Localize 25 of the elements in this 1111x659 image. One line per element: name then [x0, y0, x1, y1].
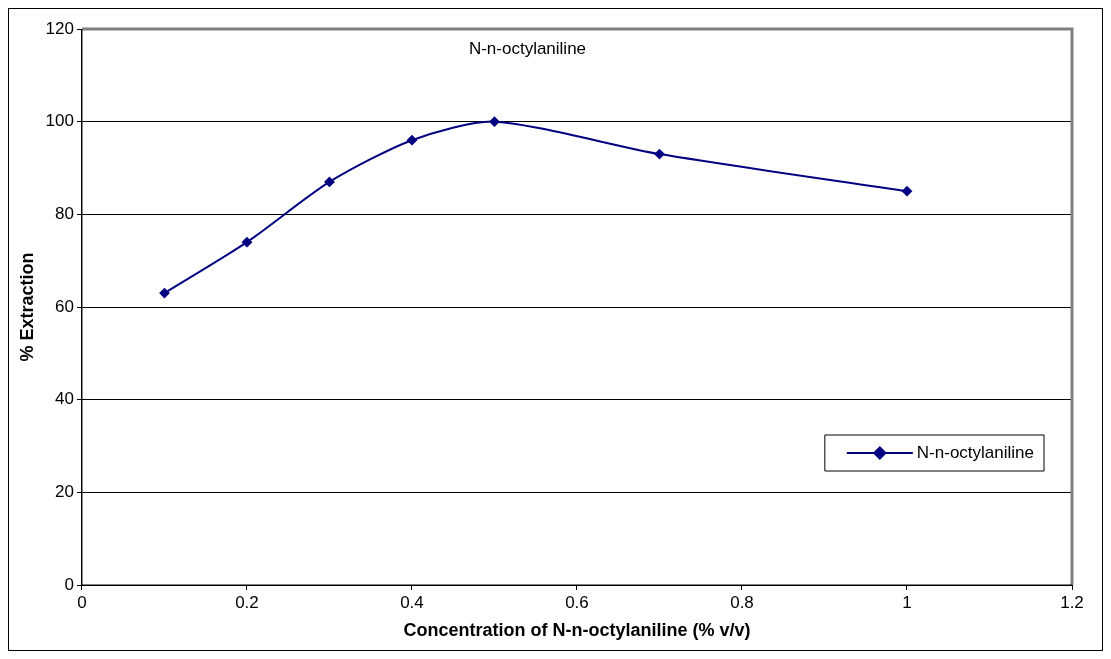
y-tick-label: 0 [64, 574, 74, 594]
x-tick-label: 0.4 [400, 592, 424, 612]
x-tick-label: 0 [77, 592, 87, 612]
y-axis-title: % Extraction [16, 252, 37, 362]
x-tick-label: 1.2 [1060, 592, 1084, 612]
y-tick-label: 120 [45, 18, 74, 38]
y-tick-label: 60 [55, 296, 74, 316]
point [241, 237, 252, 248]
x-tick-label: 1 [902, 592, 912, 612]
point [159, 288, 170, 299]
point [406, 135, 417, 146]
text: N-n-octylaniline [468, 38, 587, 58]
y-tick-label: 80 [55, 204, 74, 224]
x-axis-title: Concentration of N-n-octylaniline (% v/v) [403, 620, 751, 641]
y-tick-label: 20 [55, 482, 74, 502]
point [654, 149, 665, 160]
y-tick-label: 100 [45, 111, 74, 131]
point [489, 116, 500, 127]
y-tick-label: 40 [55, 389, 74, 409]
x-tick-label: 0.6 [565, 592, 589, 612]
point [324, 176, 335, 187]
x-tick-label: 0.2 [235, 592, 259, 612]
point [901, 186, 912, 197]
x-tick-label: 0.8 [730, 592, 754, 612]
legend-label: N-n-octylaniline [916, 442, 1035, 462]
